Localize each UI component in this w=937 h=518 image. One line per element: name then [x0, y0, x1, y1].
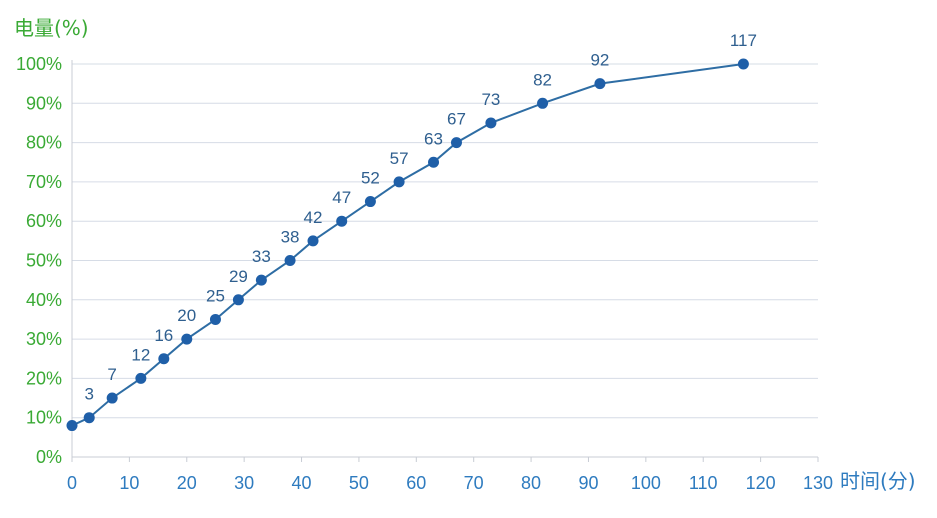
axes [71, 60, 819, 462]
y-tick-labels: 0% 10% 20% 30% 40% 50% 60% 70% 80% 90% 100% [16, 54, 62, 467]
data-label: 16 [154, 326, 173, 345]
data-point [364, 196, 376, 208]
gridlines [72, 63, 818, 419]
x-tick-labels: 0 10 20 30 40 50 60 70 80 90 100 110 120 130 [67, 473, 833, 493]
data-label: 63 [424, 129, 443, 148]
data-point [284, 255, 296, 266]
data-label: 25 [206, 286, 225, 305]
data-point [181, 333, 193, 345]
data-label: 29 [229, 267, 248, 286]
x-tick-label: 10 [119, 473, 139, 493]
data-label: 82 [533, 70, 552, 89]
data-point [450, 137, 462, 149]
data-label: 92 [590, 51, 609, 70]
y-tick-label: 0% [36, 447, 62, 467]
data-label: 67 [447, 110, 466, 129]
data-label: 38 [281, 228, 300, 247]
y-tick-label: 90% [26, 93, 62, 113]
x-tick-label: 20 [177, 473, 197, 493]
data-point [307, 235, 319, 247]
data-point [336, 215, 348, 227]
data-label: 47 [332, 188, 351, 207]
y-tick-label: 60% [26, 211, 62, 231]
data-point [158, 353, 170, 365]
x-axis-title: 时间(分) [840, 469, 916, 493]
data-label: 3 [84, 385, 93, 404]
x-tick-label: 60 [406, 473, 426, 493]
data-label: 117 [730, 31, 757, 50]
data-point [594, 78, 606, 90]
y-tick-label: 80% [26, 133, 62, 153]
x-tick-label: 0 [67, 473, 77, 493]
x-tick-label: 120 [746, 473, 776, 493]
y-tick-label: 70% [26, 172, 62, 192]
data-label: 42 [304, 208, 323, 227]
data-point [66, 420, 78, 432]
data-point [537, 97, 549, 109]
x-tick-label: 100 [631, 473, 661, 493]
data-label: 12 [131, 345, 150, 364]
data-label: 73 [481, 90, 500, 109]
x-tick-label: 80 [521, 473, 541, 493]
data-label: 57 [390, 149, 409, 168]
y-tick-label: 100% [16, 54, 62, 74]
y-tick-label: 10% [26, 408, 62, 428]
data-label: 20 [177, 306, 196, 325]
data-point [393, 176, 405, 188]
x-tick-label: 50 [349, 473, 369, 493]
data-point [737, 58, 749, 70]
data-label: 52 [361, 169, 380, 188]
data-point [485, 117, 497, 129]
data-point [255, 274, 267, 286]
data-point [135, 372, 147, 384]
y-tick-label: 30% [26, 329, 62, 349]
data-label: 33 [252, 247, 271, 266]
y-tick-label: 40% [26, 290, 62, 310]
x-tick-label: 110 [689, 473, 718, 493]
x-tick-label: 70 [464, 473, 484, 493]
data-point [232, 294, 244, 306]
y-tick-label: 50% [26, 251, 62, 271]
series-group [66, 58, 749, 432]
series-line [71, 63, 744, 427]
x-tick-label: 130 [803, 473, 833, 493]
x-tick-label: 90 [578, 473, 598, 493]
y-tick-label: 20% [26, 368, 62, 388]
data-point [428, 156, 440, 168]
y-axis-title: 电量(%) [14, 16, 89, 40]
data-point [209, 313, 221, 325]
x-tick-label: 40 [292, 473, 312, 493]
data-point [83, 412, 95, 424]
data-point [106, 392, 118, 404]
data-label: 7 [107, 365, 116, 384]
x-tick-label: 30 [234, 473, 254, 493]
